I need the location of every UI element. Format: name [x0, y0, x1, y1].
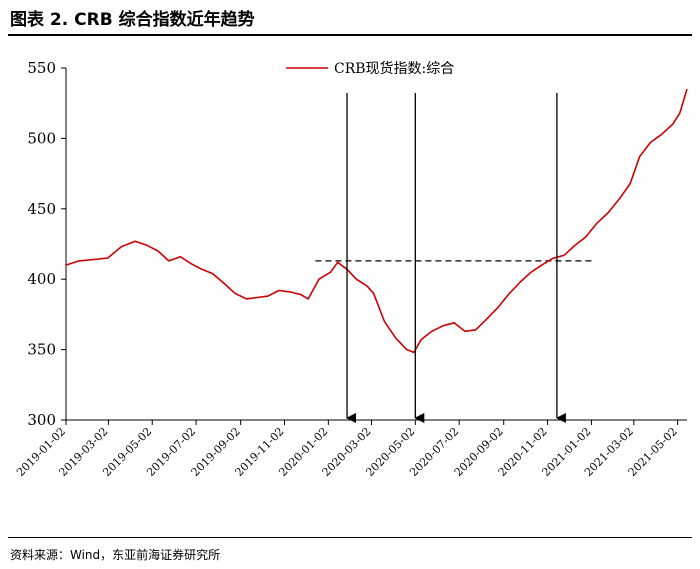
y-tick-label: 450	[27, 200, 56, 218]
y-tick-label: 500	[27, 129, 56, 147]
legend-label: CRB现货指数:综合	[334, 60, 454, 77]
chart-header: 图表 2. CRB 综合指数近年趋势	[8, 3, 692, 36]
y-tick-label: 550	[27, 59, 56, 77]
source-note: 资料来源：Wind，东亚前海证券研究所	[10, 548, 221, 562]
footer-rule	[8, 537, 692, 538]
crb-line-chart: 5505004504003503002019-01-022019-03-0220…	[14, 59, 688, 479]
y-tick-label: 350	[27, 341, 56, 359]
chart-title: 图表 2. CRB 综合指数近年趋势	[10, 10, 255, 30]
header-rule	[8, 34, 692, 36]
y-tick-label: 300	[27, 411, 56, 429]
series-line-crb	[65, 88, 688, 354]
y-tick-label: 400	[27, 270, 56, 288]
